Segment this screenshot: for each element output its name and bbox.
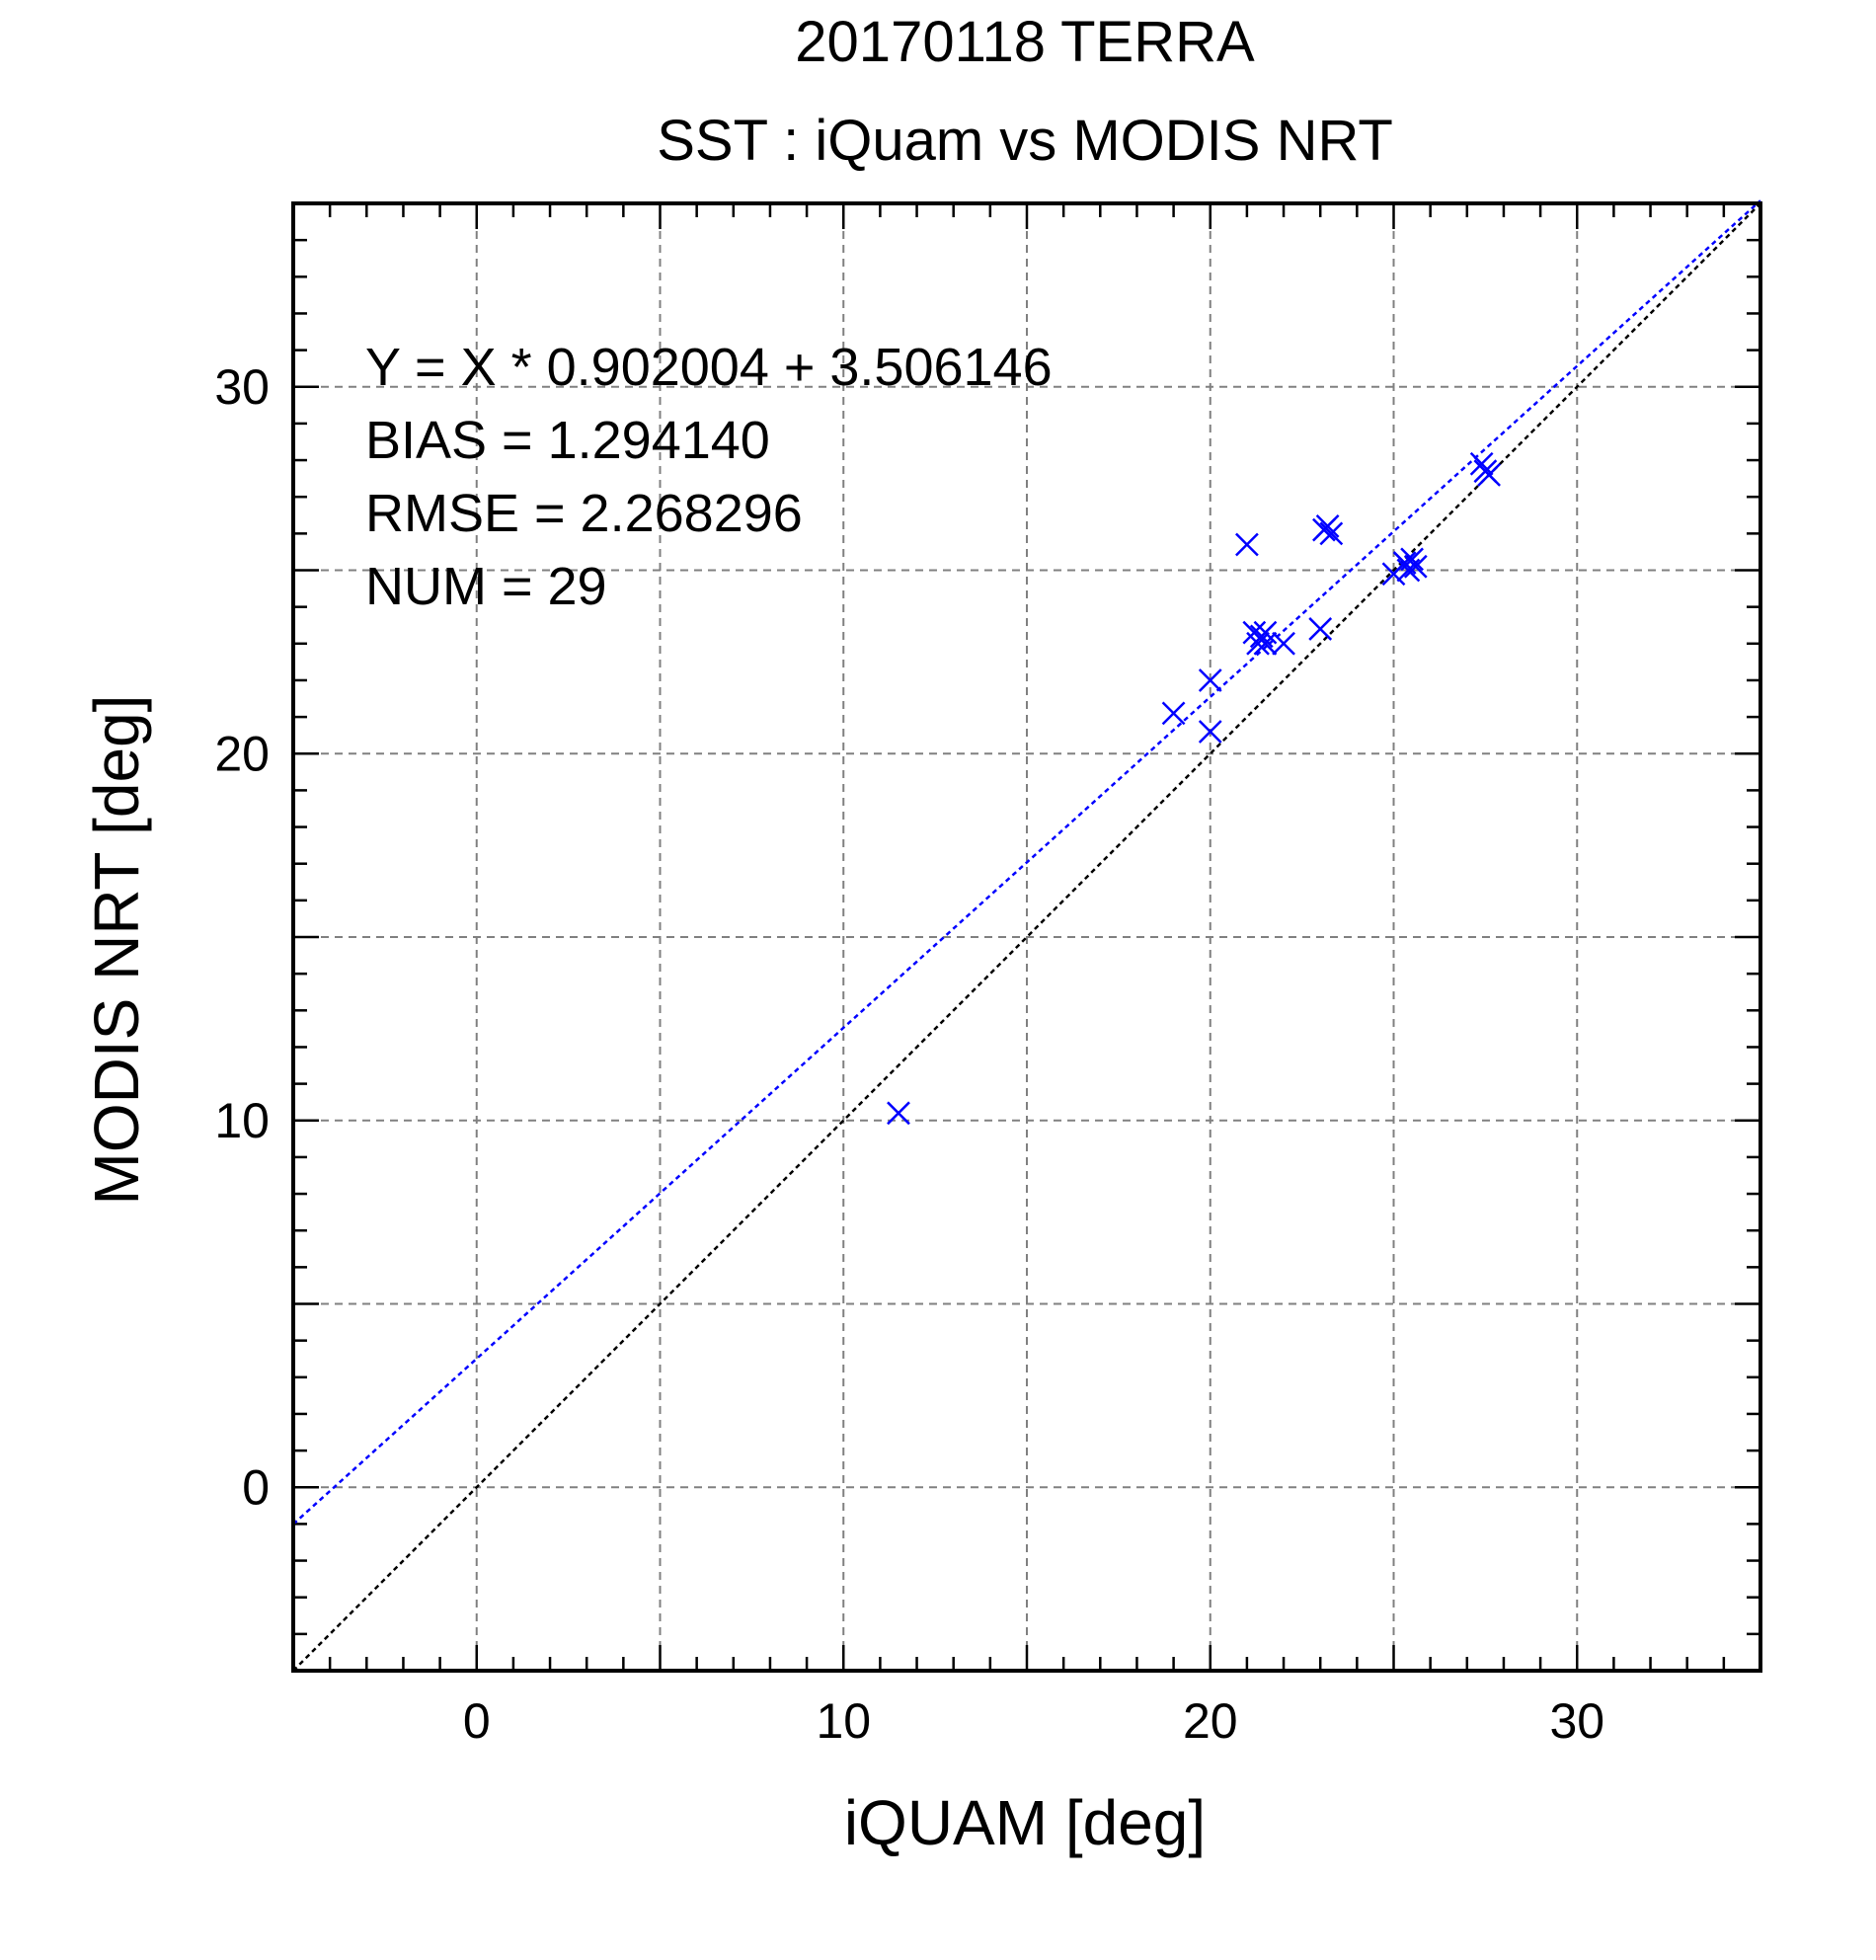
regression-line bbox=[292, 199, 1761, 1526]
regression-equation: Y = X * 0.902004 + 3.506146 bbox=[365, 338, 1053, 397]
point-stroke bbox=[1319, 521, 1344, 546]
point-stroke bbox=[1198, 668, 1222, 692]
y-tick-label: 10 bbox=[214, 1093, 270, 1148]
data-point bbox=[1477, 463, 1501, 487]
data-point bbox=[1235, 532, 1259, 557]
chart-title: 20170118 TERRA bbox=[795, 10, 1255, 74]
data-point bbox=[1403, 554, 1428, 579]
statistics-annotation: Y = X * 0.902004 + 3.506146 BIAS = 1.294… bbox=[365, 338, 1053, 616]
data-point bbox=[1319, 521, 1344, 546]
point-stroke bbox=[1308, 617, 1333, 641]
plot-frame bbox=[291, 201, 1762, 1673]
data-point bbox=[1469, 451, 1494, 476]
point-stroke bbox=[1198, 720, 1222, 744]
point-stroke bbox=[1161, 701, 1186, 726]
point-stroke bbox=[1235, 532, 1259, 557]
point-stroke bbox=[1477, 463, 1501, 487]
data-point bbox=[1308, 617, 1333, 641]
data-point bbox=[1161, 701, 1186, 726]
grid-lines bbox=[293, 203, 1760, 1671]
x-tick-label: 10 bbox=[816, 1693, 871, 1749]
data-points bbox=[887, 451, 1501, 1126]
point-stroke bbox=[1242, 620, 1267, 645]
data-point bbox=[1272, 631, 1295, 656]
sample-count: NUM = 29 bbox=[365, 557, 607, 616]
point-stroke bbox=[1403, 554, 1428, 579]
point-stroke bbox=[1392, 551, 1417, 575]
point-stroke bbox=[1253, 620, 1278, 645]
point-stroke bbox=[1253, 631, 1278, 656]
chart-subtitle: SST : iQuam vs MODIS NRT bbox=[657, 109, 1393, 173]
x-tick-label: 0 bbox=[463, 1693, 491, 1749]
data-point bbox=[1400, 547, 1424, 572]
y-axis-label: MODIS NRT [deg] bbox=[81, 695, 152, 1206]
reference-lines bbox=[292, 199, 1761, 1672]
data-point bbox=[887, 1101, 910, 1126]
point-stroke bbox=[1469, 451, 1494, 476]
x-tick-labels: 0 10 20 30 bbox=[463, 1693, 1604, 1749]
data-point bbox=[1253, 620, 1278, 645]
y-tick-labels: 0 10 20 30 bbox=[214, 359, 270, 1516]
minor-ticks bbox=[293, 203, 1760, 1671]
rmse-value: RMSE = 2.268296 bbox=[365, 484, 803, 543]
data-point bbox=[1315, 514, 1340, 538]
data-point bbox=[1246, 631, 1270, 656]
point-stroke bbox=[1246, 631, 1270, 656]
data-point bbox=[1198, 720, 1222, 744]
x-tick-label: 20 bbox=[1183, 1693, 1238, 1749]
point-stroke bbox=[887, 1101, 910, 1126]
data-point bbox=[1253, 631, 1278, 656]
bias-value: BIAS = 1.294140 bbox=[365, 411, 770, 470]
y-tick-label: 20 bbox=[214, 726, 270, 781]
y-tick-label: 30 bbox=[214, 359, 270, 415]
x-axis-label: iQUAM [deg] bbox=[844, 1787, 1206, 1858]
point-stroke bbox=[1272, 631, 1295, 656]
point-stroke bbox=[1400, 547, 1424, 572]
x-tick-label: 30 bbox=[1549, 1693, 1604, 1749]
y-tick-label: 0 bbox=[242, 1459, 270, 1515]
point-stroke bbox=[1315, 514, 1340, 538]
data-point bbox=[1198, 668, 1222, 692]
